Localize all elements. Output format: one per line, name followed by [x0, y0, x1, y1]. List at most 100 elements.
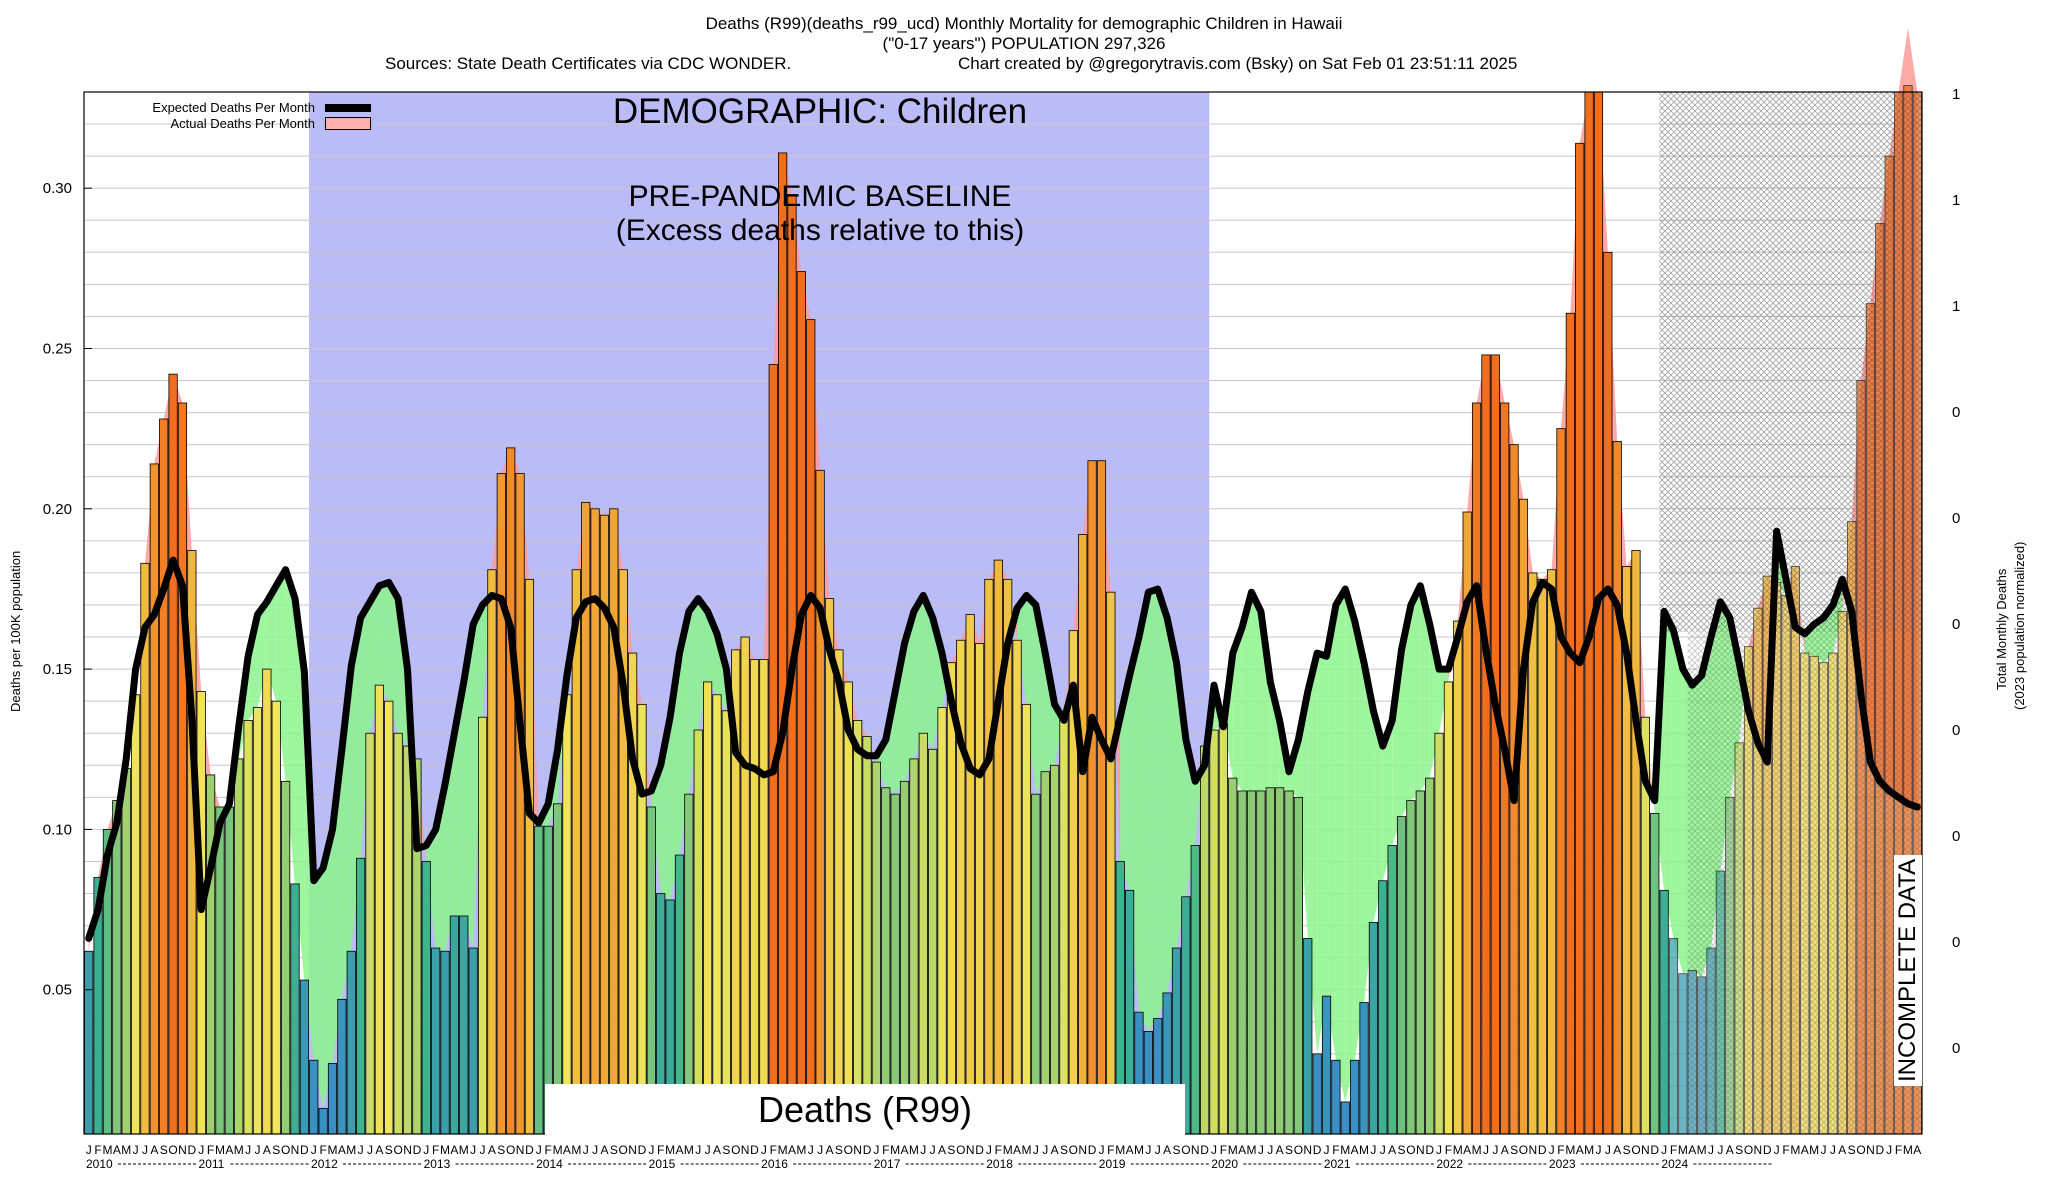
deficit-area	[1232, 627, 1243, 791]
month-tick-label: M	[121, 1143, 131, 1157]
actual-bar	[918, 732, 928, 1135]
month-tick-label: J	[648, 1143, 654, 1157]
actual-bar	[1312, 1053, 1322, 1135]
month-tick-label: M	[1584, 1143, 1594, 1157]
month-tick-label: D	[1200, 1143, 1209, 1157]
actual-bar	[1434, 732, 1444, 1135]
actual-bar	[806, 319, 816, 1135]
actual-bar	[899, 780, 910, 1135]
month-tick-label: O	[1631, 1143, 1640, 1157]
month-tick-label: S	[722, 1143, 730, 1157]
actual-bar	[477, 716, 488, 1135]
actual-bar	[843, 681, 853, 1135]
month-tick-label: O	[956, 1143, 965, 1157]
month-tick-label: J	[986, 1143, 992, 1157]
month-tick-label: J	[480, 1143, 486, 1157]
year-tick-label: 2017	[874, 1157, 901, 1171]
actual-bar	[1359, 1002, 1369, 1135]
actual-bar	[1631, 550, 1641, 1135]
deficit-area	[1410, 585, 1421, 801]
actual-bar	[946, 662, 957, 1135]
month-tick-label: O	[1744, 1143, 1753, 1157]
month-tick-label: F	[545, 1143, 552, 1157]
month-tick-label: F	[94, 1143, 101, 1157]
year-tick-label: 2014	[536, 1157, 563, 1171]
month-tick-label: M	[778, 1143, 788, 1157]
deficit-area	[1251, 592, 1261, 791]
actual-bar	[712, 694, 722, 1135]
month-tick-label: J	[358, 1143, 364, 1157]
month-tick-label: S	[1623, 1143, 1631, 1157]
deficit-area	[473, 604, 483, 949]
month-tick-label: J	[1605, 1143, 1611, 1157]
month-tick-label: J	[198, 1143, 204, 1157]
month-tick-label: A	[113, 1143, 121, 1157]
month-tick-label: D	[750, 1143, 759, 1157]
chart-title: Deaths (R99)(deaths_r99_ucd) Monthly Mor…	[705, 14, 1343, 33]
actual-bar	[421, 861, 431, 1135]
month-tick-label: M	[1134, 1143, 1144, 1157]
month-tick-label: J	[1708, 1143, 1714, 1157]
actual-bar	[1303, 938, 1313, 1135]
actual-bar	[299, 979, 309, 1135]
y2-axis-title-line2: (2023 population normalized)	[2012, 541, 2027, 710]
deficit-area	[1298, 691, 1308, 939]
month-tick-label: D	[1088, 1143, 1097, 1157]
month-tick-label: S	[1060, 1143, 1068, 1157]
deficit-area	[923, 595, 933, 750]
month-tick-label: J	[1886, 1143, 1892, 1157]
actual-bar	[327, 1063, 338, 1135]
month-tick-label: O	[731, 1143, 740, 1157]
month-tick-label: D	[1425, 1143, 1434, 1157]
month-tick-label: O	[168, 1143, 177, 1157]
month-tick-label: D	[1313, 1143, 1322, 1157]
actual-bar	[468, 947, 478, 1135]
month-tick-label: M	[1903, 1143, 1913, 1157]
month-tick-label: A	[826, 1143, 834, 1157]
actual-bar	[1012, 639, 1022, 1135]
month-tick-label: A	[450, 1143, 458, 1157]
month-tick-label: F	[1557, 1143, 1564, 1157]
month-tick-label: N	[1528, 1143, 1537, 1157]
actual-bar	[374, 684, 384, 1135]
month-tick-label: S	[497, 1143, 505, 1157]
actual-bar	[1265, 787, 1275, 1135]
month-tick-label: J	[1380, 1143, 1386, 1157]
deficit-area	[1420, 585, 1430, 791]
month-tick-label: M	[1115, 1143, 1125, 1157]
year-tick-label: 2021	[1324, 1157, 1351, 1171]
month-tick-label: N	[403, 1143, 412, 1157]
month-tick-label: J	[1492, 1143, 1498, 1157]
month-tick-label: F	[1895, 1143, 1902, 1157]
month-tick-label: A	[1801, 1143, 1809, 1157]
month-tick-label: A	[1126, 1143, 1134, 1157]
month-tick-label: A	[1501, 1143, 1509, 1157]
month-tick-label: S	[1398, 1143, 1406, 1157]
incomplete-hatch-bottom	[1687, 632, 1922, 1134]
actual-bar	[1612, 441, 1622, 1135]
y-tick-label: 0.05	[43, 982, 72, 999]
deficit-area	[1026, 595, 1036, 795]
deficit-area	[913, 595, 924, 759]
month-tick-label: J	[254, 1143, 260, 1157]
actual-bar	[1575, 142, 1585, 1135]
month-tick-label: D	[300, 1143, 309, 1157]
actual-bar	[1275, 787, 1285, 1135]
actual-bar	[252, 707, 263, 1135]
month-tick-label: S	[610, 1143, 618, 1157]
actual-bar	[1415, 790, 1425, 1135]
month-tick-label: O	[506, 1143, 515, 1157]
actual-bar	[1340, 1101, 1350, 1135]
month-tick-label: S	[272, 1143, 280, 1157]
actual-bar	[796, 271, 806, 1135]
y-tick-label: 0.15	[43, 661, 72, 678]
month-tick-label: J	[245, 1143, 251, 1157]
month-tick-label: M	[1453, 1143, 1463, 1157]
actual-bar	[1087, 460, 1097, 1135]
deficit-area	[1167, 617, 1177, 993]
actual-bar	[224, 806, 234, 1135]
month-tick-label: M	[1790, 1143, 1800, 1157]
month-tick-label: O	[393, 1143, 402, 1157]
deficit-area	[1270, 681, 1280, 788]
actual-bar	[459, 915, 469, 1135]
